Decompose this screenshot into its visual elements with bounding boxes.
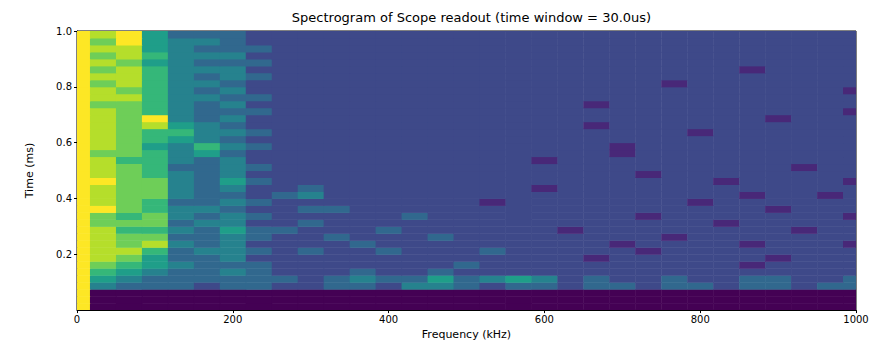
svg-text:Frequency (kHz): Frequency (kHz) (422, 328, 511, 341)
svg-text:800: 800 (691, 314, 710, 325)
svg-text:Spectrogram of Scope readout (: Spectrogram of Scope readout (time windo… (292, 10, 651, 25)
svg-text:1000: 1000 (843, 314, 868, 325)
svg-text:400: 400 (379, 314, 398, 325)
svg-text:Time (ms): Time (ms) (23, 143, 36, 199)
svg-text:0.4: 0.4 (56, 193, 72, 204)
svg-text:0.2: 0.2 (56, 249, 72, 260)
svg-text:0.8: 0.8 (56, 81, 72, 92)
svg-text:600: 600 (535, 314, 554, 325)
svg-text:1.0: 1.0 (56, 26, 72, 37)
svg-text:0.6: 0.6 (56, 137, 72, 148)
svg-text:0: 0 (74, 314, 80, 325)
svg-text:200: 200 (223, 314, 242, 325)
